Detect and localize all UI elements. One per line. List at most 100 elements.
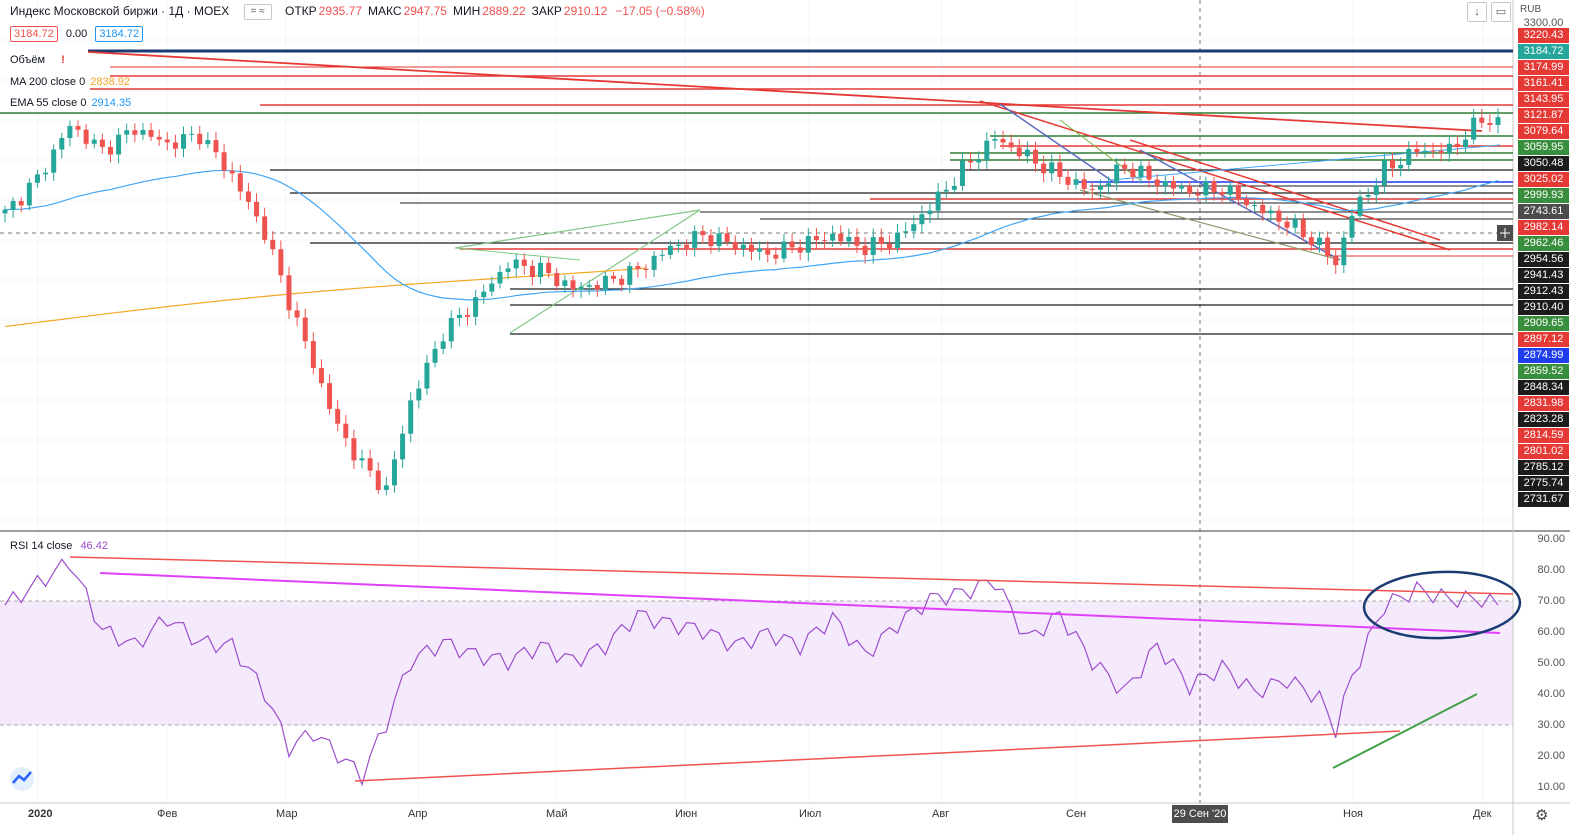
candle-body (854, 236, 860, 246)
candle (400, 425, 406, 468)
candle (651, 251, 657, 278)
candle (619, 274, 625, 292)
candle (1179, 180, 1185, 195)
compare-icon[interactable]: = ≈ (243, 4, 272, 20)
scroll-down-icon[interactable]: ↓ (1467, 2, 1487, 22)
ask-price-box[interactable]: 3184.72 (95, 26, 144, 42)
candle (1381, 152, 1387, 194)
price-axis-label: 2743.61 (1518, 204, 1569, 219)
candle (91, 133, 97, 149)
candle (1097, 179, 1103, 199)
candle-body (1268, 210, 1274, 214)
candle-body (26, 182, 32, 206)
maximize-icon[interactable]: ▭ (1491, 2, 1511, 22)
candle-body (1252, 204, 1258, 206)
candle-body (684, 244, 690, 248)
candle (1430, 142, 1436, 158)
ohlc-key-3: ЗАКР (531, 4, 562, 18)
price-box-row: 3184.72 0.00 3184.72 (10, 26, 148, 42)
candle (1422, 142, 1428, 158)
candle-body (424, 362, 430, 389)
candle (1187, 181, 1193, 198)
crosshair-plus-icon[interactable] (1497, 225, 1513, 241)
candle (156, 129, 162, 146)
candle (1057, 154, 1063, 184)
trend-line (454, 209, 701, 249)
time-axis-tick: Мар (276, 808, 298, 820)
candle (1170, 175, 1176, 196)
candle-body (878, 237, 884, 244)
candle-body (18, 201, 24, 206)
candle-body (229, 170, 235, 174)
candle-body (976, 159, 982, 163)
time-axis-tick: Июн (675, 808, 698, 820)
candle (1041, 155, 1047, 183)
candle (294, 301, 300, 327)
volume-legend[interactable]: Объём ! (10, 54, 70, 66)
candle-body (205, 140, 211, 145)
trend-line (1079, 189, 1341, 261)
ema55-legend[interactable]: EMA 55 close 0 2914.35 (10, 97, 136, 109)
ma200-legend[interactable]: MA 200 close 0 2838.92 (10, 76, 135, 88)
ma200-value: 2838.92 (90, 76, 130, 88)
tradingview-logo-icon[interactable] (10, 767, 34, 791)
candle (440, 333, 446, 355)
support-resistance-levels (0, 49, 1513, 335)
candle-body (895, 232, 901, 249)
candle (18, 196, 24, 213)
candle (1049, 154, 1055, 182)
candle-body (1357, 196, 1363, 216)
candle (310, 332, 316, 375)
candle-body (968, 160, 974, 163)
candle (846, 228, 852, 248)
candle-body (1073, 179, 1079, 185)
trend-line (999, 103, 1116, 184)
rsi-axis-tick: 70.00 (1537, 595, 1565, 607)
candle-body (335, 408, 341, 424)
ohlc-key-0: ОТКР (284, 4, 317, 18)
candle-body (278, 249, 284, 276)
candle-body (1333, 256, 1339, 266)
candle (813, 227, 819, 249)
candle-body (75, 125, 81, 130)
candle (375, 462, 381, 495)
symbol-title[interactable]: Индекс Московской биржи · 1Д · MOEX (10, 4, 230, 18)
candle-body (1016, 147, 1022, 157)
candle-body (781, 241, 787, 259)
candle (675, 239, 681, 253)
candle (895, 223, 901, 253)
time-axis-tick: Дек (1473, 808, 1492, 820)
candle (107, 140, 113, 163)
candle (448, 310, 454, 349)
candle-body (1219, 192, 1225, 195)
candle-body (1081, 179, 1087, 189)
candle (1390, 152, 1396, 178)
price-axis-label: 2731.67 (1518, 492, 1569, 507)
candle-body (91, 139, 97, 144)
candle (26, 178, 32, 211)
candle-body (83, 129, 89, 144)
price-axis-label: 2785.12 (1518, 460, 1569, 475)
candle (1373, 178, 1379, 203)
candle-body (351, 438, 357, 461)
candle (1227, 181, 1233, 203)
candle (262, 207, 268, 244)
bid-price-box[interactable]: 3184.72 (10, 26, 58, 42)
rsi-legend[interactable]: RSI 14 close 46.42 (10, 540, 113, 552)
candle-body (213, 140, 219, 153)
candle-body (391, 459, 397, 486)
candle-body (732, 241, 738, 250)
candle-body (1089, 188, 1095, 190)
candle (1065, 169, 1071, 190)
candle-body (327, 383, 333, 409)
candle-body (1341, 237, 1347, 266)
price-axis-label: 2954.56 (1518, 252, 1569, 267)
candle-body (2, 209, 8, 214)
candle (1252, 200, 1258, 212)
settings-icon[interactable]: ⚙ (1535, 807, 1549, 824)
candle (205, 132, 211, 149)
candle (140, 122, 146, 141)
warning-icon[interactable]: ! (61, 54, 65, 66)
candle-body (1130, 168, 1136, 177)
